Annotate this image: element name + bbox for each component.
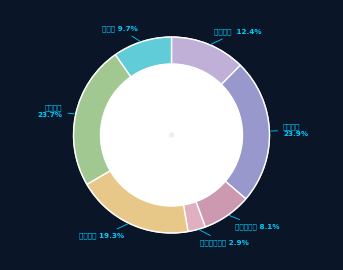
- Circle shape: [169, 133, 174, 137]
- Wedge shape: [103, 79, 183, 204]
- Wedge shape: [116, 37, 172, 77]
- Circle shape: [100, 64, 243, 206]
- Text: 9.7%: 9.7%: [146, 102, 175, 112]
- Text: その他 9.7%: その他 9.7%: [102, 25, 140, 41]
- Wedge shape: [196, 181, 246, 227]
- Text: 47.3%: 47.3%: [188, 132, 225, 142]
- Text: 商業施設 19.3%: 商業施設 19.3%: [79, 224, 128, 239]
- Circle shape: [73, 37, 270, 233]
- Text: 住宅ストック 2.9%: 住宅ストック 2.9%: [199, 230, 249, 246]
- Text: 戸建住宅  12.4%: 戸建住宅 12.4%: [211, 28, 261, 45]
- Wedge shape: [221, 65, 270, 199]
- Text: 賌貸住宅
23.9%: 賌貸住宅 23.9%: [271, 124, 308, 137]
- Wedge shape: [132, 66, 172, 133]
- Text: 事業施設
23.7%: 事業施設 23.7%: [37, 104, 74, 118]
- Text: 43.0%: 43.0%: [121, 149, 157, 159]
- Wedge shape: [172, 66, 240, 202]
- Wedge shape: [73, 55, 131, 184]
- Wedge shape: [172, 37, 240, 85]
- Text: Life: Life: [150, 93, 172, 103]
- Wedge shape: [87, 171, 188, 233]
- Text: Housing: Housing: [182, 124, 230, 134]
- Text: Business: Business: [113, 140, 165, 150]
- Text: マンション 8.1%: マンション 8.1%: [229, 215, 280, 230]
- Wedge shape: [184, 201, 205, 232]
